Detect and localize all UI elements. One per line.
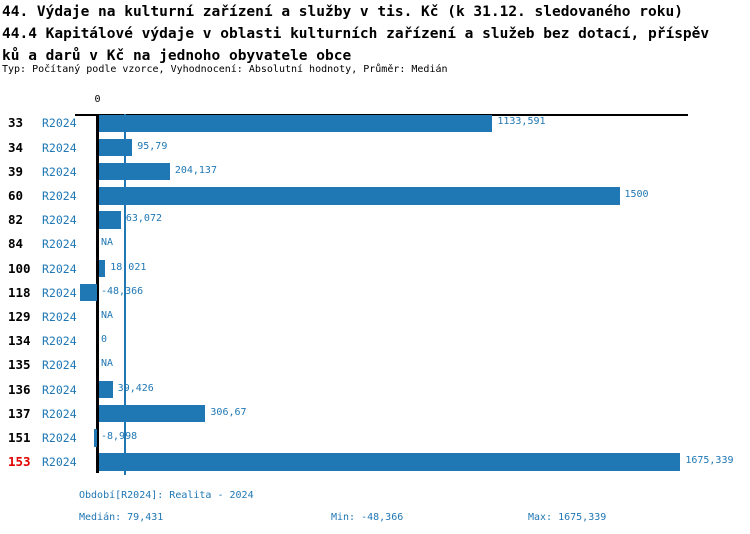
footer-period-label: Období[R2024]: Realita - 2024 [79, 490, 254, 501]
bar [99, 453, 681, 471]
row-id-label: 84 [8, 236, 24, 252]
row-period-label: R2024 [42, 455, 77, 470]
value-label: NA [101, 309, 114, 321]
value-label: -8,998 [101, 430, 138, 442]
row-period-label: R2024 [42, 430, 77, 445]
row-period-label: R2024 [42, 261, 77, 276]
value-label: 95,79 [137, 140, 168, 152]
row-period-label: R2024 [42, 140, 77, 155]
row-id-label: 33 [8, 115, 24, 131]
row-id-label: 136 [8, 381, 31, 397]
value-label: 0 [101, 334, 108, 346]
row-period-label: R2024 [42, 188, 77, 203]
row-period-label: R2024 [42, 237, 77, 252]
chart-meta-line: Typ: Počítaný podle vzorce, Vyhodnocení:… [2, 64, 448, 75]
value-label: 1500 [624, 188, 649, 200]
footer-median-label: Medián: 79,431 [79, 512, 164, 523]
row-id-label: 39 [8, 163, 24, 179]
value-label: 204,137 [174, 164, 217, 176]
chart-title-line2: 44.4 Kapitálové výdaje v oblasti kulturn… [2, 26, 710, 42]
y-axis-line [96, 114, 99, 473]
x-axis-zero-label: 0 [94, 94, 101, 105]
row-period-label: R2024 [42, 382, 77, 397]
bar [99, 114, 493, 133]
row-period-label: R2024 [42, 358, 77, 373]
row-id-label: 134 [8, 333, 31, 349]
row-id-label: 153 [8, 454, 31, 470]
bar [99, 211, 121, 229]
row-id-label: 135 [8, 357, 31, 373]
value-label: 1133,591 [497, 116, 546, 128]
row-id-label: 137 [8, 405, 31, 421]
value-label: NA [101, 358, 114, 370]
row-id-label: 118 [8, 284, 31, 300]
median-line [124, 114, 127, 475]
row-period-label: R2024 [42, 285, 77, 300]
bar [99, 138, 133, 157]
chart-title-line3: ků a darů v Kč na jednoho obyvatele obce [2, 48, 352, 64]
row-id-label: 82 [8, 212, 24, 228]
bar [80, 283, 97, 302]
row-id-label: 151 [8, 429, 31, 445]
row-period-label: R2024 [42, 406, 77, 421]
chart-title-line1: 44. Výdaje na kulturní zařízení a služby… [2, 4, 683, 20]
value-label: NA [101, 237, 114, 249]
value-label: 18,021 [110, 261, 147, 273]
row-id-label: 60 [8, 187, 24, 203]
row-period-label: R2024 [42, 334, 77, 349]
bar [99, 259, 106, 278]
bar [93, 429, 97, 447]
bar [99, 380, 113, 399]
value-label: 63,072 [125, 213, 162, 225]
value-label: 306,67 [210, 406, 247, 418]
row-period-label: R2024 [42, 164, 77, 179]
value-label: -48,366 [101, 285, 144, 297]
bar [99, 162, 170, 181]
row-period-label: R2024 [42, 116, 77, 131]
row-id-label: 100 [8, 260, 31, 276]
row-id-label: 34 [8, 139, 24, 155]
footer-min-label: Min: -48,366 [331, 512, 404, 523]
row-period-label: R2024 [42, 213, 77, 228]
footer-max-label: Max: 1675,339 [528, 512, 607, 523]
value-label: 1675,339 [685, 455, 734, 467]
row-id-label: 129 [8, 308, 31, 324]
value-label: 39,426 [117, 382, 154, 394]
bar [99, 404, 206, 423]
bar [99, 187, 620, 205]
row-period-label: R2024 [42, 309, 77, 324]
